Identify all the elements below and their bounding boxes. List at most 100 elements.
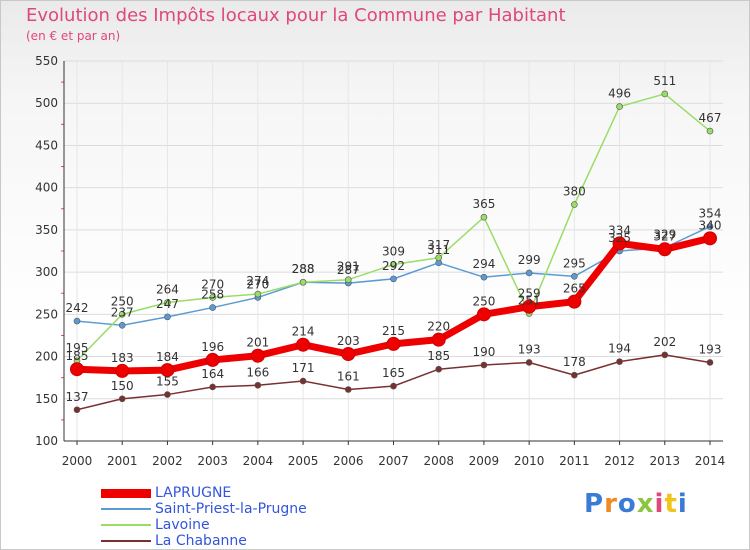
data-point <box>299 377 307 385</box>
x-tick-label: 2000 <box>62 454 93 468</box>
data-label: 201 <box>246 336 269 350</box>
data-label: 299 <box>518 253 541 267</box>
chart-title: Evolution des Impôts locaux pour la Comm… <box>26 5 566 26</box>
y-tick-label: 450 <box>35 138 58 152</box>
data-point <box>164 299 171 306</box>
data-label: 184 <box>156 350 179 364</box>
data-label: 193 <box>699 342 722 356</box>
data-point <box>435 254 443 262</box>
data-point <box>480 273 488 281</box>
data-label: 220 <box>427 320 450 334</box>
data-label: 264 <box>156 283 179 297</box>
x-tick-label: 2001 <box>107 454 138 468</box>
legend-item: LAPRUGNE <box>101 485 307 501</box>
data-point <box>344 386 352 393</box>
data-point <box>344 276 352 284</box>
brand-letter: i <box>654 489 665 519</box>
legend-label: LAPRUGNE <box>155 485 232 501</box>
data-point <box>390 382 397 390</box>
data-label: 190 <box>472 345 495 359</box>
x-tick-label: 2013 <box>650 454 681 468</box>
data-label: 215 <box>382 324 405 338</box>
data-label: 274 <box>246 274 269 288</box>
data-point <box>435 365 443 373</box>
data-label: 496 <box>608 87 631 101</box>
data-label: 242 <box>66 301 89 315</box>
data-point <box>390 275 397 283</box>
data-point <box>522 299 537 314</box>
y-tick-label: 350 <box>35 223 58 237</box>
y-tick-label: 550 <box>35 54 58 68</box>
data-point <box>571 201 578 208</box>
y-tick-label: 300 <box>35 265 58 279</box>
data-label: 164 <box>201 367 224 381</box>
data-label: 288 <box>292 262 315 276</box>
legend-swatch <box>101 488 151 498</box>
data-label: 327 <box>653 229 676 243</box>
data-point <box>209 304 216 311</box>
y-tick-label: 200 <box>35 350 58 364</box>
x-tick-label: 2002 <box>152 454 183 468</box>
data-point <box>164 313 171 321</box>
data-label: 294 <box>472 257 495 271</box>
x-tick-label: 2003 <box>197 454 228 468</box>
data-label: 137 <box>66 390 89 404</box>
data-label: 354 <box>699 207 722 221</box>
data-label: 183 <box>111 351 134 365</box>
data-point <box>254 290 262 298</box>
x-tick-label: 2006 <box>333 454 364 468</box>
legend-label: La Chabanne <box>155 533 247 549</box>
data-point <box>703 231 717 246</box>
y-tick-label: 500 <box>35 96 58 110</box>
data-label: 161 <box>337 369 360 383</box>
data-point <box>661 351 669 359</box>
data-label: 291 <box>337 260 360 274</box>
x-tick-label: 2014 <box>695 454 726 468</box>
data-point <box>571 273 578 280</box>
data-label: 171 <box>292 361 315 375</box>
data-point <box>118 311 126 318</box>
data-point <box>209 383 216 391</box>
data-point <box>525 359 533 366</box>
data-point <box>118 322 126 329</box>
brand-letter: i <box>677 489 688 519</box>
data-label: 214 <box>292 325 315 339</box>
data-point <box>386 336 401 351</box>
data-point <box>571 371 578 379</box>
data-label: 165 <box>382 366 405 380</box>
data-point <box>616 358 623 365</box>
x-tick-label: 2008 <box>423 454 454 468</box>
data-label: 195 <box>66 341 89 355</box>
data-point <box>525 269 533 277</box>
x-tick-label: 2011 <box>559 454 590 468</box>
data-label: 265 <box>563 282 586 296</box>
data-point <box>209 294 216 301</box>
legend-item: Saint-Priest-la-Prugne <box>101 501 307 517</box>
data-label: 166 <box>246 365 269 379</box>
chart-legend: LAPRUGNE Saint-Priest-la-Prugne Lavoine La … <box>101 485 307 549</box>
y-tick-label: 250 <box>35 307 58 321</box>
data-label: 185 <box>66 349 89 363</box>
data-point <box>480 213 488 221</box>
data-point <box>390 261 397 268</box>
data-label: 178 <box>563 355 586 369</box>
brand-letter: r <box>604 489 618 519</box>
x-tick-label: 2009 <box>469 454 500 468</box>
data-label: 258 <box>201 288 224 302</box>
data-label: 329 <box>653 228 676 242</box>
data-point <box>73 406 81 414</box>
data-label: 270 <box>246 277 269 291</box>
data-label: 251 <box>518 293 541 307</box>
brand-letter: x <box>636 489 655 519</box>
data-label: 309 <box>382 245 405 259</box>
data-label: 193 <box>518 342 541 356</box>
data-label: 250 <box>472 294 495 308</box>
data-point <box>480 361 488 369</box>
y-tick-label: 100 <box>35 434 58 448</box>
data-label: 287 <box>337 263 360 277</box>
x-tick-label: 2004 <box>243 454 274 468</box>
data-point <box>118 395 126 403</box>
data-label: 250 <box>111 294 134 308</box>
data-point <box>341 347 356 362</box>
